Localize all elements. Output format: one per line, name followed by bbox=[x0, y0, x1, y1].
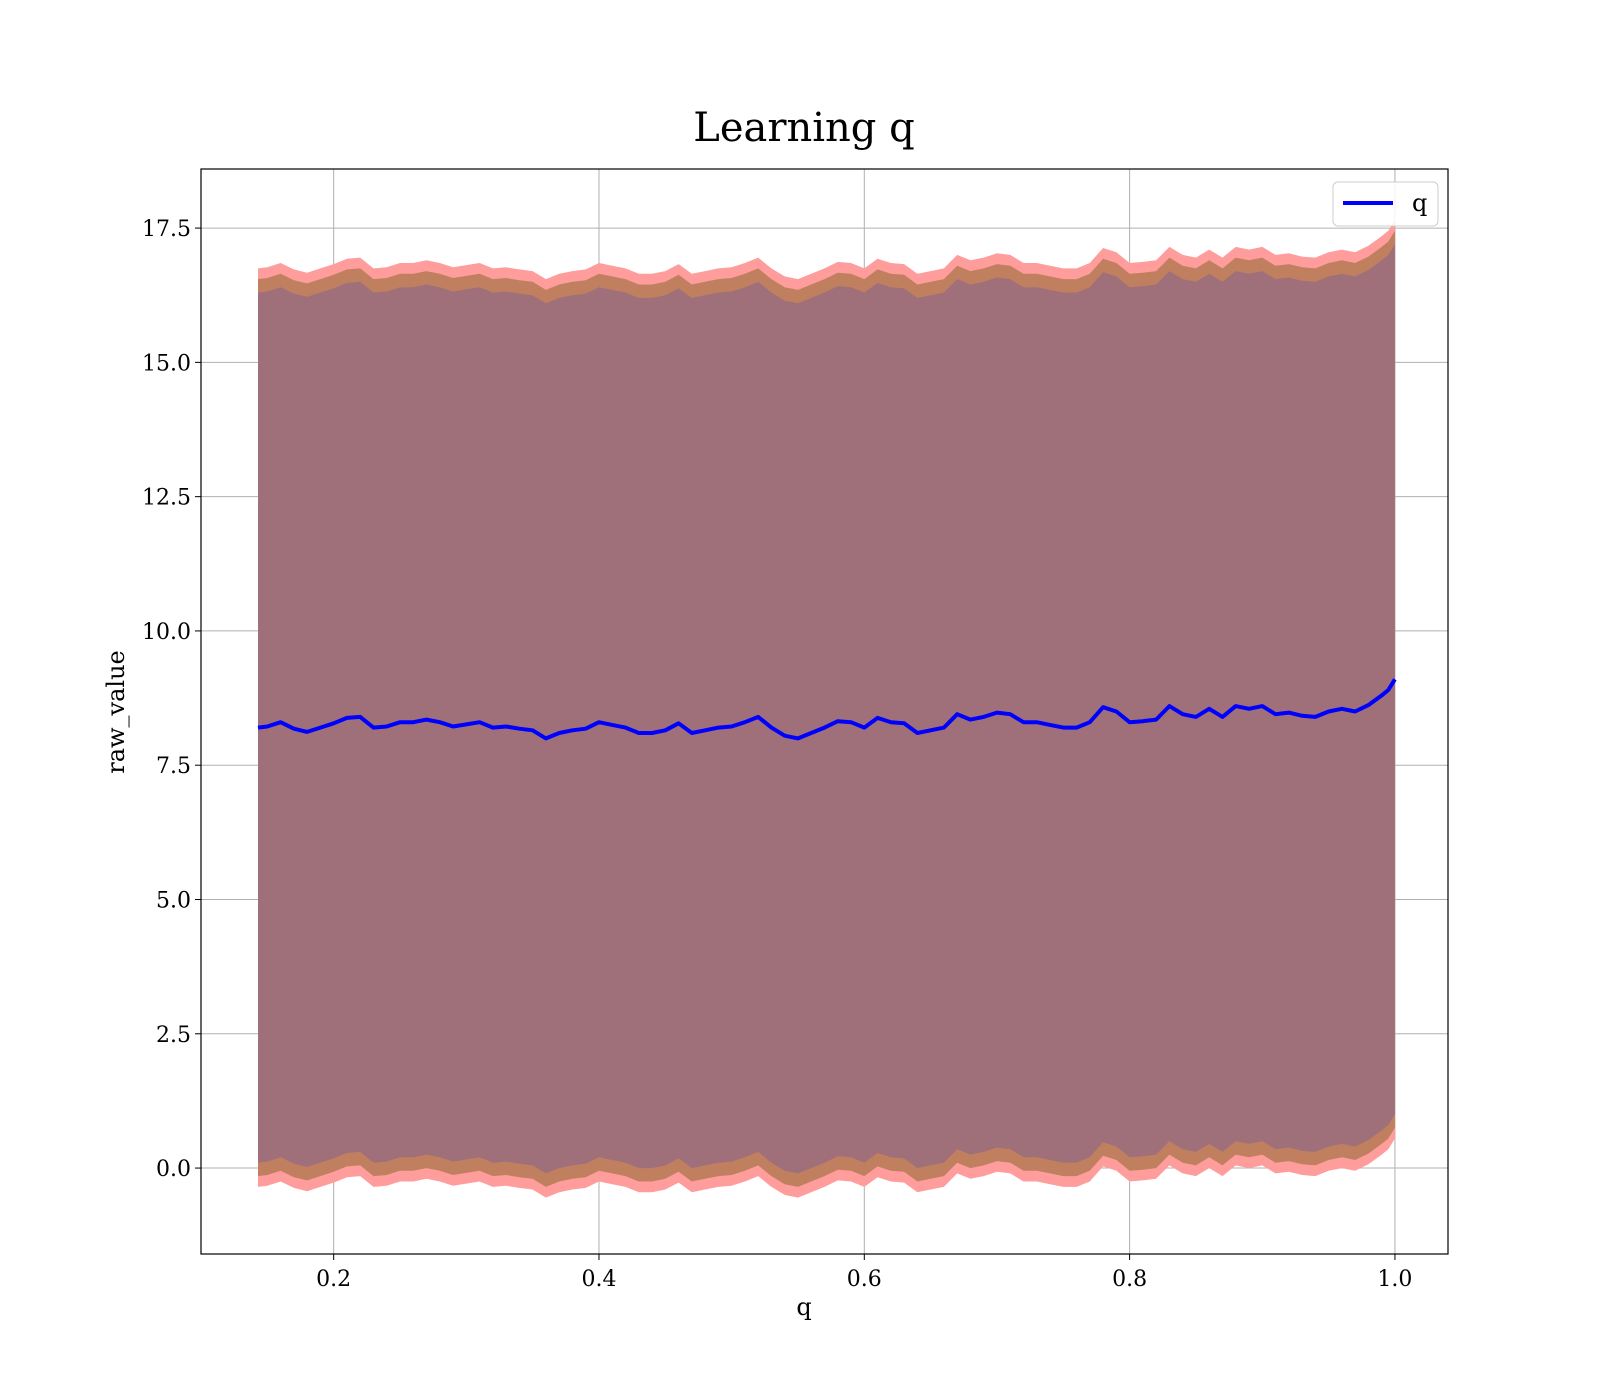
y-tick-label: 10.0 bbox=[142, 620, 191, 645]
x-tick-label: 0.8 bbox=[1112, 1267, 1147, 1292]
y-tick-label: 7.5 bbox=[156, 754, 191, 779]
x-tick-label: 0.6 bbox=[847, 1267, 882, 1292]
x-tick-label: 0.4 bbox=[581, 1267, 616, 1292]
y-tick-label: 5.0 bbox=[156, 888, 191, 913]
axis-ticks: 0.2 0.4 0.6 0.8 1.0 0.0 2.5 5.0 7.5 10.0 12.5 15.0 1… bbox=[142, 217, 1412, 1292]
y-tick-label: 17.5 bbox=[142, 217, 191, 242]
band-inner bbox=[258, 244, 1395, 1174]
y-tick-label: 12.5 bbox=[142, 486, 191, 511]
y-tick-label: 0.0 bbox=[156, 1157, 191, 1182]
legend-label-q: q bbox=[1412, 189, 1427, 217]
x-tick-label: 1.0 bbox=[1377, 1267, 1412, 1292]
confidence-bands bbox=[258, 220, 1395, 1198]
y-axis-label: raw_value bbox=[102, 650, 130, 774]
plot-frame bbox=[200, 168, 1449, 1255]
legend: q bbox=[1332, 181, 1439, 227]
y-tick-label: 15.0 bbox=[142, 351, 191, 376]
series-line-q bbox=[257, 678, 1397, 741]
chart-title: Learning q bbox=[693, 105, 914, 151]
x-tick-label: 0.2 bbox=[316, 1267, 351, 1292]
x-axis-label: q bbox=[796, 1293, 811, 1321]
y-tick-label: 2.5 bbox=[156, 1023, 191, 1048]
series-lines bbox=[257, 678, 1397, 741]
